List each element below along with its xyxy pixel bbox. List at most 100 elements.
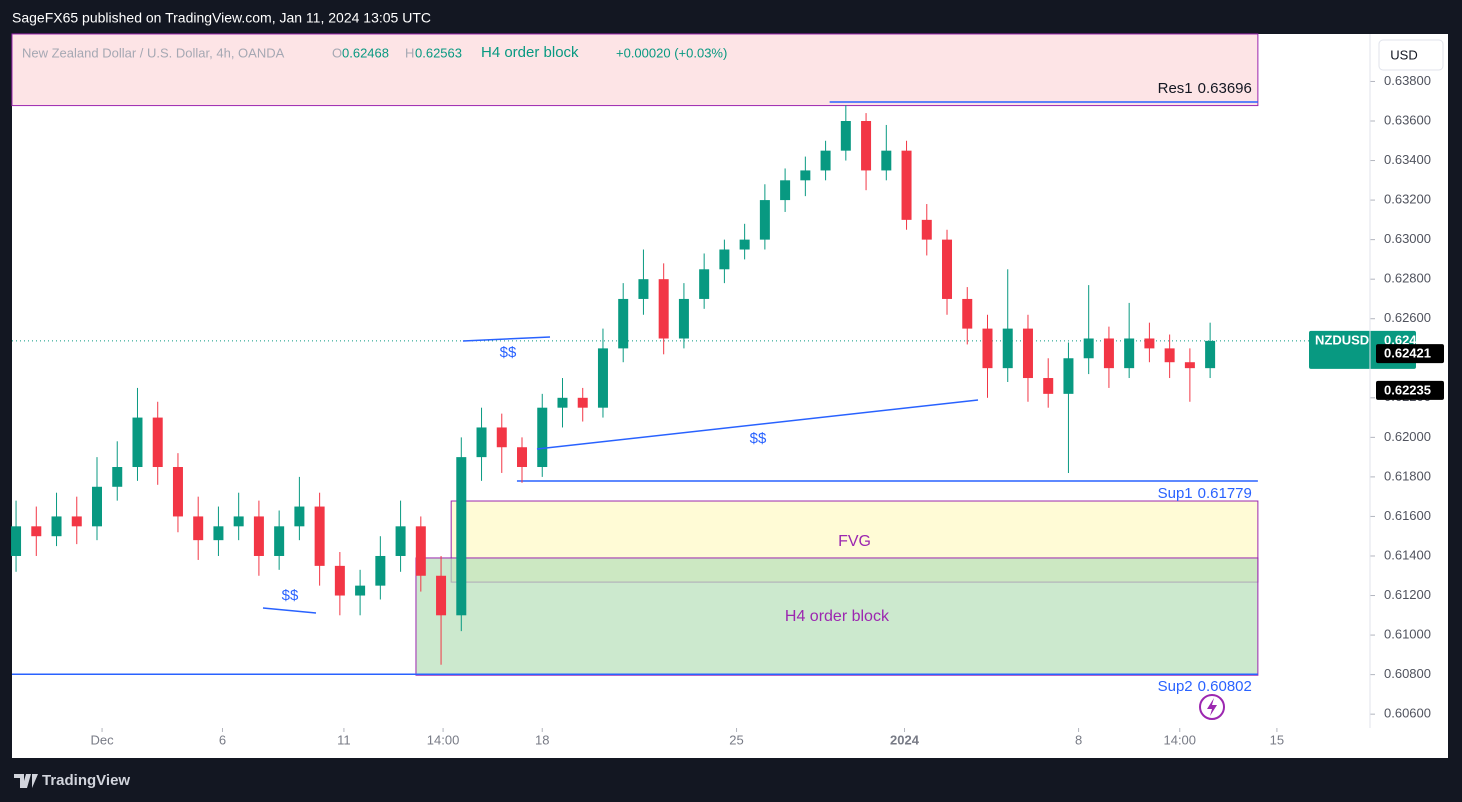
y-tick-label: 0.60800 — [1384, 666, 1431, 681]
candle-body — [253, 516, 264, 556]
level-name: Sup2 — [1158, 678, 1193, 695]
price-tag — [1376, 344, 1444, 364]
candle-body — [780, 180, 791, 201]
y-tick-label: 0.61600 — [1384, 508, 1431, 523]
candle-body — [537, 407, 548, 468]
y-tick-label: 0.62000 — [1384, 429, 1431, 444]
candle-body — [375, 555, 386, 586]
candle-body — [618, 298, 629, 349]
zone — [415, 557, 1259, 676]
candle-body — [982, 328, 993, 369]
candle-body — [31, 526, 42, 537]
zone-label: H4 order block — [785, 608, 890, 625]
candle-body — [759, 200, 770, 240]
x-tick-label: Dec — [90, 732, 114, 747]
currency-button[interactable] — [1378, 39, 1444, 71]
legend-overlay: H4 order block — [481, 44, 579, 61]
candle-body — [597, 348, 608, 408]
candle-body — [820, 150, 831, 171]
liquidity-line — [536, 399, 979, 450]
liquidity-label: $$ — [282, 587, 299, 604]
y-tick-label: 0.63800 — [1384, 73, 1431, 88]
zone-label: FVG — [838, 533, 871, 550]
candle-body — [11, 526, 22, 556]
liquidity-annotations: $$ $$ $$ — [262, 336, 979, 614]
price-tag-label: 0.62235 — [1384, 382, 1431, 397]
footer: TradingView — [14, 772, 130, 789]
level-name: Res1 — [1158, 80, 1193, 97]
candle-body — [739, 239, 750, 250]
candle-body — [881, 150, 892, 171]
candle-body — [1063, 358, 1074, 394]
x-tick-label: 14:00 — [1163, 732, 1196, 747]
candle-body — [901, 150, 912, 220]
candle-body — [517, 447, 528, 468]
candle-body — [921, 219, 932, 240]
alert-icon[interactable] — [1199, 694, 1225, 720]
y-tick-label: 0.62600 — [1384, 310, 1431, 325]
candle-body — [213, 526, 224, 541]
liquidity-line — [262, 607, 317, 614]
y-tick-label: 0.61800 — [1384, 468, 1431, 483]
candle-body — [1184, 362, 1195, 369]
candle-body — [1164, 348, 1175, 363]
level-value: 0.63696 — [1198, 80, 1252, 97]
x-tick-label: 6 — [219, 732, 226, 747]
candle-body — [678, 298, 689, 339]
candle-body — [658, 279, 669, 339]
candle-body — [638, 279, 649, 299]
candle-body — [92, 486, 103, 527]
candle-body — [1002, 328, 1013, 369]
brand: TradingView — [42, 772, 130, 789]
icon-bolt — [1207, 698, 1217, 716]
candle-body — [172, 467, 183, 517]
candle-body — [112, 467, 123, 487]
liquidity-label: $$ — [750, 430, 767, 447]
y-tick-label: 0.63000 — [1384, 231, 1431, 246]
candle-body — [699, 269, 710, 299]
legend-open: 0.62468 — [342, 45, 389, 60]
y-tick-label: 0.63200 — [1384, 192, 1431, 207]
candle-body — [1043, 378, 1054, 394]
header: SageFX65 published on TradingView.com, J… — [12, 10, 431, 26]
candle-body — [942, 239, 953, 299]
candle-body — [577, 397, 588, 408]
logo-mark — [14, 774, 38, 788]
candle-body — [355, 585, 366, 596]
candle-body — [1022, 328, 1033, 379]
price-tag-label: 0.62421 — [1384, 346, 1431, 361]
candle-body — [71, 516, 82, 527]
candle-body — [51, 516, 62, 537]
level-label: Res1 0.63696 — [1158, 80, 1252, 97]
y-tick-label: 0.62800 — [1384, 271, 1431, 286]
candle-body — [152, 417, 163, 468]
candle-body — [800, 170, 811, 181]
candle-body — [132, 417, 143, 468]
candle-body — [193, 516, 204, 541]
legend-change: +0.00020 (+0.03%) — [616, 45, 727, 60]
y-tick-label: 0.60600 — [1384, 706, 1431, 721]
candle-body — [476, 427, 487, 458]
level-value: 0.60802 — [1198, 678, 1252, 695]
liquidity-label: $$ — [500, 344, 517, 361]
level-value: 0.61779 — [1198, 485, 1252, 502]
level-label: Sup1 0.61779 — [1158, 485, 1252, 502]
candle-body — [314, 506, 325, 566]
y-tick-label: 0.63600 — [1384, 112, 1431, 127]
legend-h: H — [405, 45, 414, 60]
candle-body — [719, 249, 730, 270]
candle-body — [334, 565, 345, 596]
last-price-symbol: NZDUSD — [1315, 332, 1369, 347]
candle-body — [1144, 338, 1155, 349]
candle-body — [861, 120, 872, 171]
candle-body — [1124, 338, 1135, 369]
x-tick-label: 15 — [1270, 732, 1284, 747]
x-tick-label: 18 — [535, 732, 549, 747]
y-tick-label: 0.61200 — [1384, 587, 1431, 602]
x-tick-label: 2024 — [890, 732, 920, 747]
x-tick-label: 14:00 — [427, 732, 460, 747]
zone — [11, 33, 1259, 107]
price-tag — [1376, 380, 1444, 400]
